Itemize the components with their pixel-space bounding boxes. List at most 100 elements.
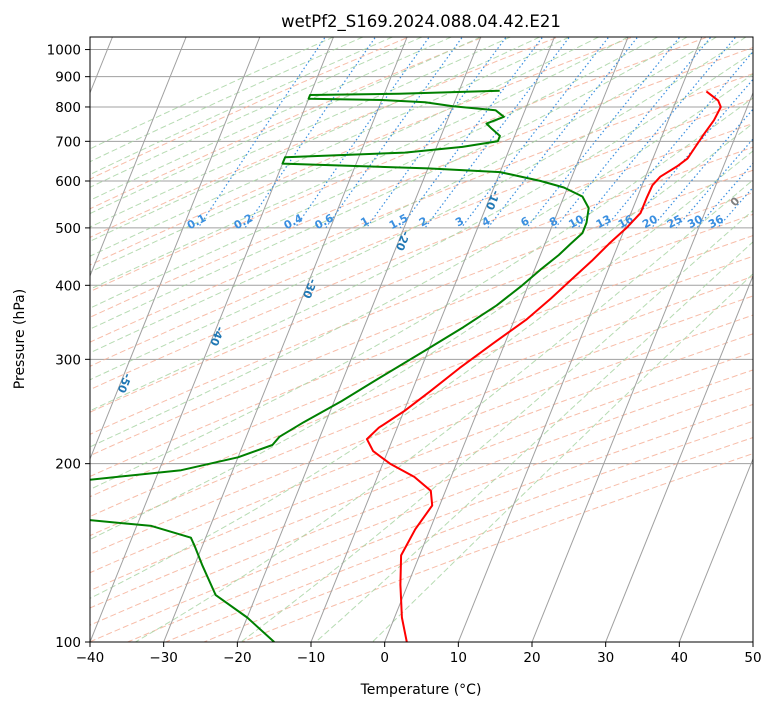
x-tick-label: −40 (76, 650, 105, 666)
mixing-ratio-label: 13 (594, 212, 614, 231)
isotherm-line (457, 37, 703, 642)
y-tick-label: 800 (55, 100, 81, 116)
dewpoint-profile-line (90, 89, 590, 642)
dry-adiabat-line (90, 213, 753, 478)
dry-adiabat-line (90, 235, 753, 498)
mixing-ratio-line (244, 37, 377, 229)
mixing-ratio-line (577, 37, 737, 229)
x-tick-label: −10 (297, 650, 326, 666)
dry-adiabat-line (90, 146, 753, 413)
moist-adiabat-line (90, 37, 452, 201)
isotherm-line (90, 37, 334, 642)
isotherm-line (90, 37, 261, 461)
moist-adiabat-line (90, 97, 753, 490)
mixing-ratio-line (366, 37, 507, 229)
mixing-ratio-label: 16 (616, 212, 636, 231)
y-tick-label: 700 (55, 134, 81, 150)
dry-adiabat-line (90, 37, 411, 180)
mixing-ratio-label: 3 (453, 214, 466, 229)
series-lines (90, 89, 722, 642)
x-axis-ticks: −40 −30 −20 −10 0 10 20 30 40 50 (76, 642, 762, 666)
y-tick-label: 1000 (47, 43, 81, 59)
mixing-ratio-line (717, 186, 753, 229)
isotherm-line (531, 91, 753, 642)
dry-adiabat-line (90, 37, 485, 210)
dry-adiabat-line (90, 37, 635, 266)
mixing-ratio-line (197, 37, 327, 229)
mixing-ratio-label: 0.4 (282, 211, 306, 232)
moist-adiabat-line (315, 241, 753, 642)
isotherm-line (752, 640, 753, 642)
x-tick-label: 40 (671, 650, 688, 666)
plot-area: -100-90-80-70-60-50-40-30-20-10010203040… (90, 37, 753, 642)
y-tick-label: 300 (55, 352, 81, 368)
mixing-ratio-line (325, 37, 464, 229)
dry-adiabat-line (202, 437, 753, 642)
dry-adiabat-line (90, 192, 753, 457)
dry-adiabat-line (90, 122, 753, 391)
dry-adiabat-line (90, 351, 753, 609)
dry-adiabat-line (90, 98, 753, 367)
mixing-ratio-line (626, 78, 753, 229)
isotherm-line (384, 37, 629, 642)
y-tick-label: 500 (55, 221, 81, 237)
mixing-ratio-lines (197, 37, 753, 229)
y-tick-label: 400 (55, 278, 81, 294)
mixing-ratio-label: 1 (358, 214, 371, 229)
dry-adiabat-line (90, 275, 753, 537)
mixing-ratio-line (651, 108, 753, 229)
mixing-ratio-label: 10 (566, 212, 586, 231)
moist-adiabat-line (90, 37, 688, 330)
moist-adiabat-line (90, 37, 629, 290)
dry-adiabat-line (90, 73, 753, 343)
moist-adiabat-line (90, 37, 599, 273)
dry-adiabat-line (90, 46, 753, 318)
isotherm-line (163, 37, 408, 642)
dry-adiabats (90, 37, 753, 642)
mixing-ratio-line (460, 37, 610, 229)
dry-adiabat-line (90, 37, 710, 293)
isotherm-line (605, 274, 753, 642)
dry-adiabat-line (90, 333, 753, 592)
x-tick-label: −30 (149, 650, 178, 666)
x-tick-label: 20 (523, 650, 540, 666)
moist-adiabat-line (90, 37, 658, 309)
mixing-ratio-label: 25 (665, 212, 685, 231)
moist-adiabat-line (90, 37, 482, 215)
moist-adiabats (90, 37, 753, 642)
x-tick-label: 30 (597, 650, 614, 666)
moist-adiabat-line (90, 122, 753, 540)
x-tick-label: −20 (223, 650, 252, 666)
x-tick-label: 0 (380, 650, 389, 666)
mixing-ratio-label: 30 (685, 212, 705, 231)
mixing-ratio-line (554, 37, 712, 229)
mixing-ratio-line (294, 37, 430, 229)
dry-adiabat-line (90, 255, 753, 517)
moist-adiabat-line (90, 73, 753, 448)
dry-adiabat-line (90, 169, 753, 435)
x-tick-label: 50 (744, 650, 761, 666)
y-axis-ticks: 100 200 300 400 500 600 700 800 900 1000 (47, 43, 90, 651)
y-tick-label: 600 (55, 174, 81, 190)
x-tick-label: 10 (450, 650, 467, 666)
mixing-ratio-label: 36 (706, 212, 726, 231)
moist-adiabat-line (90, 37, 334, 150)
moist-adiabat-line (90, 37, 423, 188)
moist-adiabat-line (90, 37, 540, 242)
mixing-ratio-label: 8 (547, 214, 560, 229)
moist-adiabat-line (90, 37, 393, 176)
moist-adiabat-line (90, 150, 753, 599)
isotherm-line (310, 37, 555, 642)
moist-adiabat-line (90, 51, 753, 412)
x-axis-title: Temperature (°C) (360, 682, 482, 698)
plot-frame (89, 36, 754, 643)
moist-adiabat-line (90, 37, 717, 354)
y-axis-title: Pressure (hPa) (12, 289, 28, 389)
chart-title: wetPf2_S169.2024.088.04.42.E21 (281, 12, 561, 32)
mixing-ratio-line (487, 37, 639, 229)
dry-adiabat-line (90, 314, 753, 574)
temperature-profile-line (365, 90, 722, 642)
mixing-ratio-label: 1.5 (387, 211, 410, 232)
mixing-ratio-label: 4 (480, 214, 493, 229)
